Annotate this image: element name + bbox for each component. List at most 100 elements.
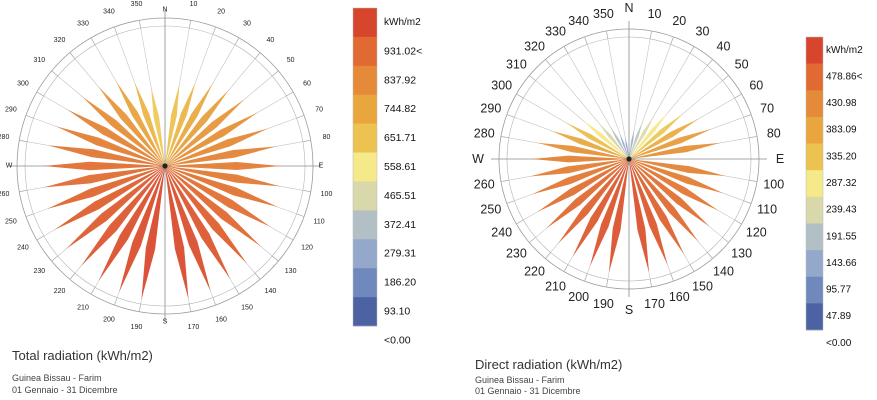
legend-label-9: 93.10 [384,306,410,318]
degree-label-140: 140 [265,288,277,295]
ring-tick [606,279,609,288]
legend-label-0: 478.86< [826,71,863,82]
ring-tick [529,75,536,81]
petal-220 [81,166,165,266]
legend-label-3: 335.20 [826,151,857,162]
degree-label-100: 100 [321,191,333,198]
ring-tick [516,93,524,99]
ring-tick [734,219,742,225]
ring-tick [51,70,58,77]
degree-label-70: 70 [760,102,774,116]
petal-50 [165,99,245,166]
petal-110 [165,166,278,208]
ring-tick [545,59,551,66]
legend-swatch [353,181,377,211]
degree-label-130: 130 [731,246,752,260]
legend-unit: kWh/m2 [826,45,863,56]
legend-swatch [806,250,823,278]
degree-label-100: 100 [763,178,784,192]
petal-340 [134,82,165,166]
petal-280 [48,145,165,166]
ring-tick [189,20,191,29]
legend-label-10: <0.00 [384,334,411,346]
ring-tick [19,140,28,142]
legend-label-6: 191.55 [826,231,857,242]
total-radiation-title: Total radiation (kWh/m2) [12,348,153,363]
legend-label-5: 465.51 [384,190,416,202]
petal-70 [165,128,269,166]
legend-label-7: 279.31 [384,248,416,260]
petal-260 [530,159,629,177]
petal-140 [629,159,699,242]
legend-label-2: 744.82 [384,103,416,115]
degree-label-50: 50 [735,58,749,72]
degree-label-260: 260 [474,178,495,192]
legend-frame [352,7,378,327]
degree-label-160: 160 [215,317,227,324]
ring-tick [500,136,509,139]
degree-label-200: 200 [103,317,115,324]
petal-80 [165,146,276,166]
petal-240 [537,159,629,212]
total-radiation-chart: 350 340 330 320 310 300 290 280 260 250 240 230 220 2… [0,1,422,346]
petal-140 [165,166,247,264]
petal-160 [165,166,211,292]
degree-label-230: 230 [506,246,527,260]
petal-230 [66,166,165,249]
ring-tick [749,179,758,182]
petal-230 [546,159,629,229]
degree-label-190: 190 [131,324,143,331]
legend-label-6: 372.41 [384,219,416,231]
degree-label-320: 320 [54,37,66,44]
petal-190 [141,166,165,300]
legend-label-4: 558.61 [384,161,416,173]
cardinal-N: N [162,7,167,14]
degree-label-210: 210 [545,279,566,293]
petal-200 [119,166,165,293]
cardinal-W: W [472,152,484,166]
petal-220 [558,159,629,244]
ring-tick [545,252,551,259]
ring-tick [286,235,294,241]
petal-100 [165,166,281,187]
petal-240 [54,166,165,230]
ring-tick [36,235,44,241]
cardinal-W: W [6,163,13,170]
petal-40 [165,89,229,166]
petal-20 [165,82,196,166]
degree-label-30: 30 [696,25,710,39]
petal-150 [165,166,231,279]
cardinal-S: S [163,319,168,326]
cardinal-E: E [319,163,324,170]
direct-radiation-title: Direct radiation (kWh/m2) [475,357,622,372]
degree-label-150: 150 [241,305,253,312]
degree-label-280: 280 [474,126,495,140]
ring-tick [689,46,695,54]
direct-radiation-chart: 3503403303203103002902802602502402302202… [472,1,863,349]
petal-270 [43,161,165,171]
ring-tick [302,140,311,142]
legend-swatch [806,170,823,198]
petal-310 [82,96,165,166]
degree-label-10: 10 [190,1,198,8]
degree-label-170: 170 [188,324,200,331]
petal-10 [629,129,635,159]
ring-tick [707,59,713,66]
ring-tick [302,190,311,192]
degree-label-40: 40 [717,39,731,53]
degree-label-340: 340 [568,14,589,28]
petal-210 [572,159,629,257]
total-radiation-period: 01 Gennaio - 31 Dicembre [12,385,118,395]
degree-label-50: 50 [287,57,295,64]
petal-30 [629,115,655,159]
petal-260 [43,166,166,188]
ring-tick [670,36,674,45]
degree-label-190: 190 [593,297,614,311]
ring-tick [25,115,34,119]
ring-tick [69,273,76,280]
petal-80 [629,142,721,159]
petal-10 [165,84,180,166]
ring-tick [722,75,729,81]
cardinal-S: S [625,303,633,317]
degree-label-310: 310 [34,57,46,64]
